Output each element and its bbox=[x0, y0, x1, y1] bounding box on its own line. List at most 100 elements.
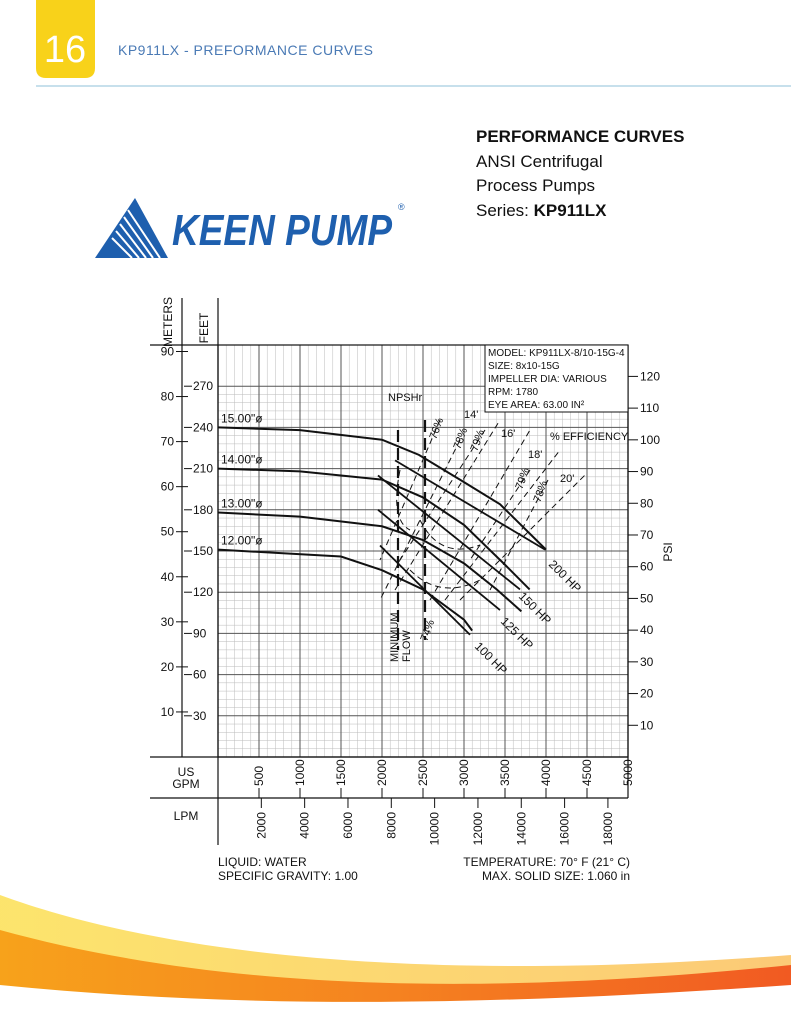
annotation: 74% bbox=[419, 618, 438, 643]
footer-swoosh bbox=[0, 895, 791, 1024]
logo-mark: ® bbox=[398, 202, 405, 212]
psi-tick-label: 80 bbox=[640, 496, 654, 510]
footnote: MAX. SOLID SIZE: 1.060 in bbox=[482, 869, 630, 883]
page-title: KP911LX - PREFORMANCE CURVES bbox=[118, 42, 373, 58]
y-tick-label: 180 bbox=[193, 503, 213, 517]
logo: KEEN PUMP ® bbox=[95, 198, 405, 259]
hp-line bbox=[379, 544, 471, 636]
info-line: EYE AREA: 63.00 IN² bbox=[488, 400, 585, 411]
info-line: RPM: 1780 bbox=[488, 387, 538, 398]
axis-title: FEET bbox=[197, 312, 211, 343]
y-tick-label: 240 bbox=[193, 420, 213, 434]
annotation: FLOW bbox=[401, 630, 413, 662]
meters-tick-label: 50 bbox=[161, 525, 175, 539]
lpm-tick-label: 6000 bbox=[341, 812, 355, 839]
annotation: 20' bbox=[560, 473, 574, 485]
psi-tick-label: 70 bbox=[640, 528, 654, 542]
annotation: NPSHr bbox=[388, 392, 423, 404]
y-tick-label: 150 bbox=[193, 544, 213, 558]
lpm-tick-label: 18000 bbox=[601, 812, 615, 846]
info-line: MODEL: KP911LX-8/10-15G-4 bbox=[488, 348, 625, 359]
efficiency-contour bbox=[394, 419, 501, 591]
meters-tick-label: 60 bbox=[161, 480, 175, 494]
impeller-curve bbox=[217, 467, 531, 591]
axis-title: US bbox=[178, 765, 195, 779]
psi-tick-label: 110 bbox=[640, 401, 659, 415]
psi-tick-label: 120 bbox=[640, 369, 660, 383]
y-tick-label: 120 bbox=[193, 585, 213, 599]
hp-line bbox=[377, 474, 521, 591]
efficiency-contour bbox=[429, 429, 531, 601]
x-tick-label: 1000 bbox=[293, 759, 307, 786]
info-box bbox=[484, 344, 629, 413]
efficiency-contour bbox=[419, 519, 481, 550]
page-number: 16 bbox=[44, 29, 86, 71]
annotation: MINIMUM bbox=[389, 613, 401, 663]
meters-tick-label: 90 bbox=[161, 344, 175, 358]
impeller-curve bbox=[217, 548, 474, 632]
y-tick-label: 60 bbox=[193, 668, 207, 682]
psi-tick-label: 50 bbox=[640, 591, 654, 605]
annotation: 76% bbox=[428, 416, 447, 441]
hp-label: 200 HP bbox=[546, 557, 584, 595]
series-label: 14.00"ø bbox=[221, 453, 263, 467]
meters-tick-label: 20 bbox=[161, 660, 175, 674]
x-tick-label: 4500 bbox=[580, 759, 594, 786]
info-line: SIZE: 8x10-15G bbox=[488, 361, 560, 372]
psi-tick-label: 90 bbox=[640, 465, 654, 479]
y-tick-label: 270 bbox=[193, 379, 213, 393]
meters-tick-label: 10 bbox=[161, 705, 175, 719]
efficiency-contour bbox=[396, 469, 411, 531]
x-tick-label: 3500 bbox=[498, 759, 512, 786]
axis-title: METERS bbox=[161, 297, 175, 347]
x-tick-label: 2500 bbox=[416, 759, 430, 786]
lpm-tick-label: 12000 bbox=[471, 812, 485, 846]
logo-text: KEEN PUMP bbox=[172, 206, 393, 255]
series-label: 15.00"ø bbox=[221, 411, 263, 425]
psi-tick-label: 10 bbox=[640, 718, 654, 732]
y-tick-label: 90 bbox=[193, 626, 207, 640]
axis-title: PSI bbox=[661, 542, 675, 561]
annotation: % EFFICIENCY bbox=[550, 431, 629, 443]
axis-title: GPM bbox=[172, 777, 199, 791]
meters-tick-label: 40 bbox=[161, 570, 175, 584]
meters-tick-label: 80 bbox=[161, 390, 175, 404]
intro-heading: PERFORMANCE CURVES bbox=[476, 127, 684, 146]
lpm-tick-label: 4000 bbox=[298, 812, 312, 839]
psi-tick-label: 20 bbox=[640, 687, 654, 701]
x-tick-label: 4000 bbox=[539, 759, 553, 786]
x-tick-label: 3000 bbox=[457, 759, 471, 786]
hp-line bbox=[394, 459, 546, 551]
intro-series: Series: KP911LX bbox=[476, 201, 607, 220]
annotation: 78% bbox=[532, 479, 551, 504]
psi-tick-label: 100 bbox=[640, 433, 660, 447]
x-tick-label: 2000 bbox=[375, 759, 389, 786]
footnote: TEMPERATURE: 70° F (21° C) bbox=[463, 855, 630, 869]
y-tick-label: 210 bbox=[193, 462, 213, 476]
lpm-tick-label: 10000 bbox=[428, 812, 442, 846]
series-label: 13.00"ø bbox=[221, 497, 263, 511]
y-tick-label: 30 bbox=[193, 709, 207, 723]
impeller-curve bbox=[217, 511, 523, 613]
efficiency-contour bbox=[399, 429, 486, 561]
lpm-tick-label: 14000 bbox=[514, 812, 528, 846]
x-tick-label: 1500 bbox=[334, 759, 348, 786]
footnote: LIQUID: WATER bbox=[218, 855, 307, 869]
footnote: SPECIFIC GRAVITY: 1.00 bbox=[218, 869, 358, 883]
lpm-tick-label: 8000 bbox=[384, 812, 398, 839]
psi-tick-label: 60 bbox=[640, 560, 654, 574]
annotation: 79% bbox=[469, 428, 488, 453]
intro-line: Process Pumps bbox=[476, 176, 595, 195]
intro-line: ANSI Centrifugal bbox=[476, 152, 603, 171]
series-label: 12.00"ø bbox=[221, 534, 263, 548]
meters-tick-label: 30 bbox=[161, 615, 175, 629]
meters-tick-label: 70 bbox=[161, 435, 175, 449]
hp-line bbox=[377, 509, 501, 611]
lpm-tick-label: 2000 bbox=[254, 812, 268, 839]
annotation: 18' bbox=[528, 449, 542, 461]
annotation: 78% bbox=[452, 426, 471, 451]
impeller-curve bbox=[217, 426, 547, 551]
